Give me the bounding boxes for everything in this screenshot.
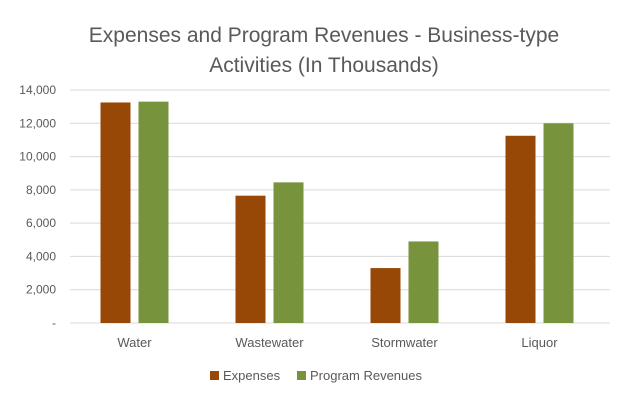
x-category-label: Stormwater — [371, 335, 438, 350]
legend-label: Expenses — [223, 368, 281, 383]
legend-swatch-program-revenues — [297, 371, 306, 380]
chart-title: Expenses and Program Revenues - Business… — [89, 24, 559, 77]
chart-title-line-1: Expenses and Program Revenues - Business… — [89, 24, 559, 47]
bar-expenses-stormwater — [370, 268, 401, 323]
y-tick-label: 10,000 — [19, 150, 56, 164]
x-axis-categories: Water Wastewater Stormwater Liquor — [117, 335, 558, 350]
bar-program-revenues-stormwater — [408, 241, 439, 323]
y-tick-label: 14,000 — [19, 83, 56, 97]
legend-label: Program Revenues — [310, 368, 422, 383]
y-tick-label: 8,000 — [26, 183, 56, 197]
y-tick-label: 2,000 — [26, 283, 56, 297]
bar-expenses-wastewater — [235, 195, 266, 323]
bar-program-revenues-water — [138, 101, 169, 324]
y-axis-ticks: - 2,000 4,000 6,000 8,000 10,000 12,000 14,000 — [19, 83, 56, 330]
x-category-label: Water — [117, 335, 152, 350]
legend-swatch-expenses — [210, 371, 219, 380]
y-tick-label: 4,000 — [26, 249, 56, 263]
bar-expenses-liquor — [505, 135, 536, 323]
y-tick-label: - — [52, 316, 56, 330]
bar-program-revenues-liquor — [543, 123, 574, 324]
x-category-label: Liquor — [521, 335, 558, 350]
y-tick-label: 12,000 — [19, 116, 56, 130]
legend: Expenses Program Revenues — [210, 368, 422, 383]
bar-expenses-water — [100, 102, 131, 323]
chart-title-line-2: Activities (In Thousands) — [209, 54, 439, 77]
bar-program-revenues-wastewater — [273, 182, 304, 323]
y-tick-label: 6,000 — [26, 216, 56, 230]
bars — [100, 101, 574, 324]
x-category-label: Wastewater — [235, 335, 304, 350]
